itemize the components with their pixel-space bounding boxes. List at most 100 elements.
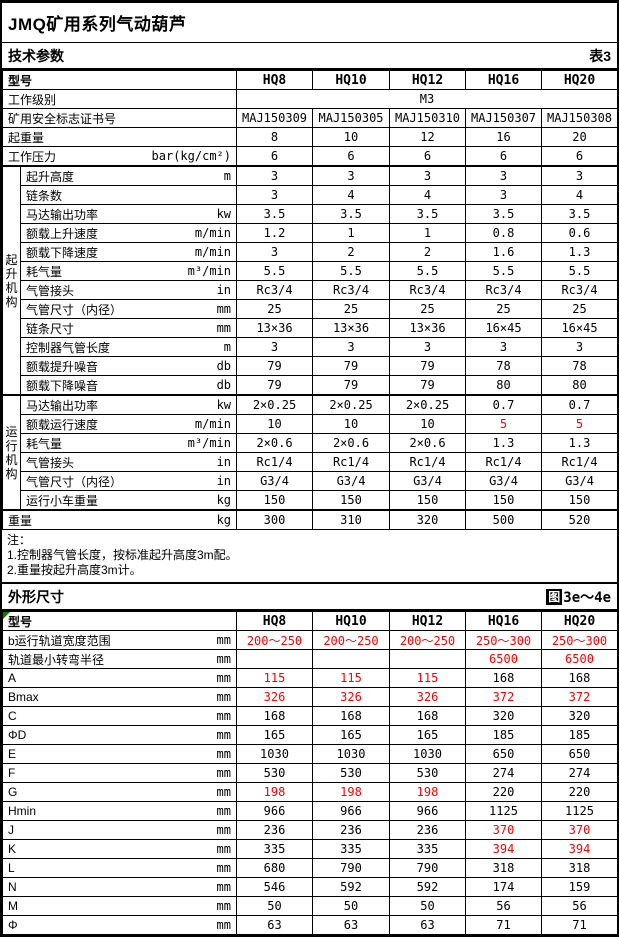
row-label: A xyxy=(8,671,17,685)
value-cell: 6 xyxy=(465,146,543,167)
column-header-hq20: HQ20 xyxy=(541,70,619,90)
row-unit: kg xyxy=(216,493,232,507)
value-cell: 966 xyxy=(389,801,466,821)
table-row: 运行机构马达输出功率 kw 2×0.25 2×0.25 2×0.25 0.7 0.7 xyxy=(2,394,619,511)
value-cell: 198 xyxy=(312,782,390,802)
row-unit: in xyxy=(216,455,232,469)
row-unit: mm xyxy=(216,842,231,856)
row-label-cell: 耗气量 m³/min xyxy=(19,261,238,281)
value-cell: 13×36 xyxy=(312,318,391,338)
value-cell: 6 xyxy=(312,146,391,167)
row-unit: m/min xyxy=(194,226,232,240)
value-cell: 318 xyxy=(541,858,618,878)
value-cell: 5.5 xyxy=(389,261,467,281)
value-cell: 5 xyxy=(541,414,619,434)
table-row: 额载下降速度 m/min 3 2 2 1.6 1.3 xyxy=(3,242,619,262)
dims-section-header: 外形尺寸 图 3e～4e xyxy=(2,584,617,611)
value-cell: 1030 xyxy=(389,744,466,764)
value-cell: 0.8 xyxy=(465,223,543,243)
row-unit: mm xyxy=(216,747,231,761)
value-cell: 2×0.25 xyxy=(389,394,467,415)
column-header-hq16: HQ16 xyxy=(465,611,542,631)
value-cell: 12 xyxy=(389,127,467,147)
value-cell: 78 xyxy=(541,356,619,376)
row-label: 额载运行速度 xyxy=(26,417,99,432)
tech-model-header: 型号 xyxy=(1,70,238,90)
value-cell: 3 xyxy=(236,185,314,205)
row-label: L xyxy=(8,861,15,875)
value-cell: 2×0.25 xyxy=(312,394,391,415)
value-cell: 520 xyxy=(541,509,619,530)
value-cell: 63 xyxy=(236,915,313,935)
value-cell: 1.3 xyxy=(541,433,619,453)
table-row: 控制器气管长度 m 3 3 3 3 3 xyxy=(3,337,619,357)
tech-table-ref: 表3 xyxy=(589,47,611,64)
value-cell: 79 xyxy=(312,356,391,376)
value-cell: 165 xyxy=(389,725,466,745)
row-label-cell: 气管尺寸（内径） in xyxy=(19,471,238,491)
row-label: 运行小车重量 xyxy=(26,493,99,508)
value-cell: Rc3/4 xyxy=(541,280,619,300)
row-unit: db xyxy=(216,378,232,392)
value-cell: 320 xyxy=(389,509,467,530)
row-label-cell: b运行轨道宽度范围 mm xyxy=(2,630,237,650)
value-cell: 165 xyxy=(312,725,390,745)
row-unit: db xyxy=(216,359,232,373)
value-cell: 370 xyxy=(541,820,618,840)
row-unit: mm xyxy=(216,861,231,875)
row-unit: mm xyxy=(216,728,231,742)
row-label-cell: 矿用安全标志证书号 xyxy=(1,108,238,128)
row-label-cell: 重量 kg xyxy=(1,509,238,530)
row-unit: mm xyxy=(216,671,231,685)
column-header-hq10: HQ10 xyxy=(312,611,390,631)
note-line-1: 1.控制器气管长度，按标准起升高度3m配。 xyxy=(7,548,238,562)
value-cell: 50 xyxy=(389,896,466,916)
table-row: 气管接头 in Rc1/4 Rc1/4 Rc1/4 Rc1/4 Rc1/4 xyxy=(3,452,619,472)
value-cell: 500 xyxy=(465,509,543,530)
value-cell: 310 xyxy=(312,509,391,530)
value-cell: 25 xyxy=(236,299,314,319)
table-row: Bmax mm 326 326 326 372 372 xyxy=(2,687,618,707)
row-unit: mm xyxy=(216,918,231,932)
row-label-cell: 马达输出功率 kw xyxy=(19,204,238,224)
value-cell: 3 xyxy=(389,165,467,186)
table-row: b运行轨道宽度范围 mm 200～250 200～250 200～250 250～300 2… xyxy=(2,630,618,650)
value-cell: 25 xyxy=(312,299,391,319)
row-label-cell: 起重量 xyxy=(1,127,238,147)
table-row: Hmin mm 966 966 966 1125 1125 xyxy=(2,801,618,821)
value-cell: 4 xyxy=(389,185,467,205)
row-label: 气管接头 xyxy=(26,455,75,470)
row-unit: m xyxy=(223,169,232,183)
row-unit: in xyxy=(216,474,232,488)
table-row: 矿用安全标志证书号 MAJ150309 MAJ150305 MAJ150310 MAJ1… xyxy=(1,108,619,128)
row-label-cell: 工作压力 bar(kg/cm²) xyxy=(1,146,238,167)
value-cell: MAJ150307 xyxy=(465,108,543,128)
value-cell: MAJ150305 xyxy=(312,108,391,128)
column-header-hq12: HQ12 xyxy=(389,70,467,90)
value-cell: 25 xyxy=(465,299,543,319)
notes-block: 注： 1.控制器气管长度，按标准起升高度3m配。 2.重量按起升高度3m计。 xyxy=(2,530,617,584)
row-label-cell: 工作级别 xyxy=(1,89,238,109)
dims-model-label: 型号 xyxy=(8,614,33,629)
dimensions-table: 型号 HQ8 HQ10 HQ12 HQ16 HQ20 b运行轨道宽度范围 mm 200～25… xyxy=(2,611,618,935)
value-cell: Rc1/4 xyxy=(236,452,314,472)
row-label: 工作级别 xyxy=(8,92,57,107)
tech-section-heading: 技术参数 xyxy=(8,47,64,64)
value-cell: G3/4 xyxy=(541,471,619,491)
value-cell: Rc1/4 xyxy=(389,452,467,472)
row-unit: kg xyxy=(216,513,232,527)
row-label-cell: 运行小车重量 kg xyxy=(19,490,238,511)
row-unit: mm xyxy=(216,652,231,666)
value-cell: 198 xyxy=(236,782,313,802)
value-cell: 50 xyxy=(236,896,313,916)
value-cell xyxy=(236,649,313,669)
